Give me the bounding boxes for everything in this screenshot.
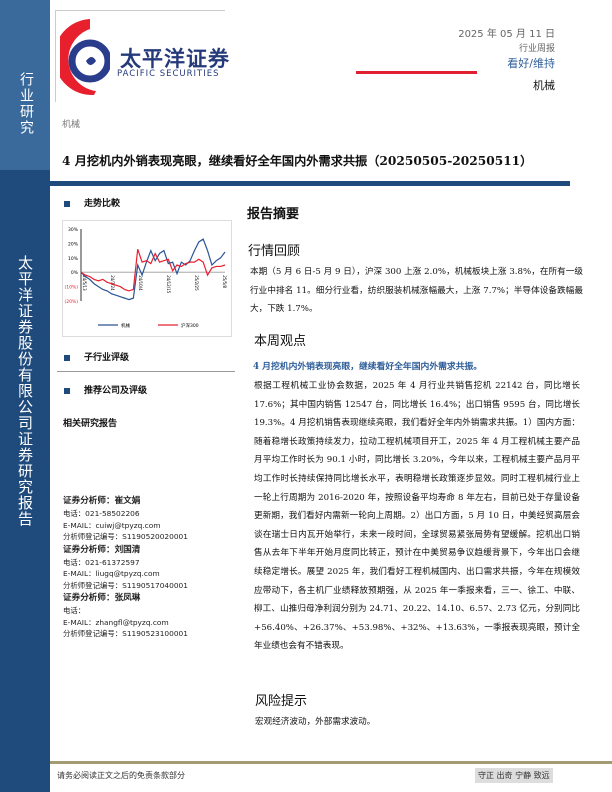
view-highlight: 4 月挖机内外销表现亮眼，继续看好全年国内外需求共振。: [253, 362, 483, 372]
logo: [55, 10, 225, 102]
sidebar-main-label: 太平洋证券股份有限公司证券研究报告: [16, 255, 34, 527]
series-line-0: [80, 238, 226, 301]
trend-heading: 走势比較: [64, 196, 120, 209]
analyst: 证券分析师：刘国清 电话：021-61372597 E-MAIL：liugq@tpy…: [63, 544, 188, 590]
y-tick-label: 20%: [68, 241, 79, 247]
analyst: 证券分析师：张凤琳 电话： E-MAIL：zhangfl@tpyzq.com 分析师登…: [63, 593, 188, 638]
analyst-list: 证券分析师：崔文娟 电话：021-58502206 E-MAIL：cuiwj@tpy…: [63, 494, 188, 640]
risk-text: 宏观经济波动，外部需求波动。: [255, 717, 376, 727]
company-heading: 推荐公司及评级: [64, 383, 147, 396]
rating: 看好/维持: [507, 57, 555, 70]
x-tick-label: 25/5/8: [222, 275, 227, 288]
view-text: 根据工程机械工业协会数据，2025 年 4 月行业共销售挖机 22142 台，同…: [254, 381, 580, 652]
title-rule: [50, 181, 570, 186]
industry: 机械: [533, 79, 555, 92]
logo-text-en: PACIFIC SECURITIES: [117, 69, 220, 79]
y-tick-label: (10%): [64, 285, 78, 291]
legend-label: 沪深300: [181, 322, 199, 329]
trend-chart: 30% 20% 10% 0% (10%) (20%) 24/5/13 24/7/24 24/10…: [62, 220, 232, 337]
y-tick-label: (20%): [64, 299, 78, 305]
breadcrumb: 机械: [62, 120, 81, 130]
logo-mark-icon: [60, 19, 110, 96]
sidebar-top: [0, 0, 50, 170]
logo-text-cn: 太平洋证券: [120, 47, 230, 71]
subindustry-heading: 子行业评级: [64, 350, 129, 363]
footer-motto: 守正 出奇 宁静 致远: [475, 768, 553, 783]
bullet-icon: [64, 387, 70, 394]
x-tick-label: 24/7/24: [110, 275, 115, 291]
summary-heading: 报告摘要: [247, 207, 300, 222]
footer-rule: [50, 761, 612, 764]
divider: [57, 371, 235, 372]
sidebar-top-label: 行业研究: [18, 72, 34, 136]
report-date: 2025 年 05 月 11 日: [458, 29, 555, 40]
x-tick-label: 24/10/4: [138, 275, 143, 291]
market-text: 本期（5 月 6 日-5 月 9 日），沪深 300 上涨 2.0%，机械板块上…: [250, 267, 583, 315]
analyst: 证券分析师：崔文娟 电话：021-58502206 E-MAIL：cuiwj@tpy…: [63, 496, 188, 541]
market-heading: 行情回顾: [248, 244, 301, 259]
x-tick-label: 24/5/13: [82, 275, 87, 291]
y-tick-label: 10%: [68, 256, 79, 262]
y-tick-label: 0%: [71, 270, 79, 276]
rating-rule: [356, 71, 477, 74]
related-heading: 相关研究报告: [63, 419, 118, 429]
x-tick-label: 25/2/25: [194, 275, 199, 291]
bullet-icon: [64, 200, 70, 207]
footer-disclaimer: 请务必阅读正文之后的免责条款部分: [57, 771, 185, 780]
x-tick-label: 24/12/15: [166, 275, 171, 293]
risk-heading: 风险提示: [255, 694, 308, 709]
y-tick-label: 30%: [68, 227, 79, 233]
legend-label: 机械: [121, 322, 130, 329]
page-title: 4 月挖机内外销表现亮眼，继续看好全年国内外需求共振（20250505-2025…: [62, 154, 533, 168]
report-type: 行业周报: [518, 44, 555, 54]
series-line-1: [80, 248, 226, 292]
view-heading: 本周观点: [254, 334, 307, 349]
bullet-icon: [64, 354, 70, 361]
